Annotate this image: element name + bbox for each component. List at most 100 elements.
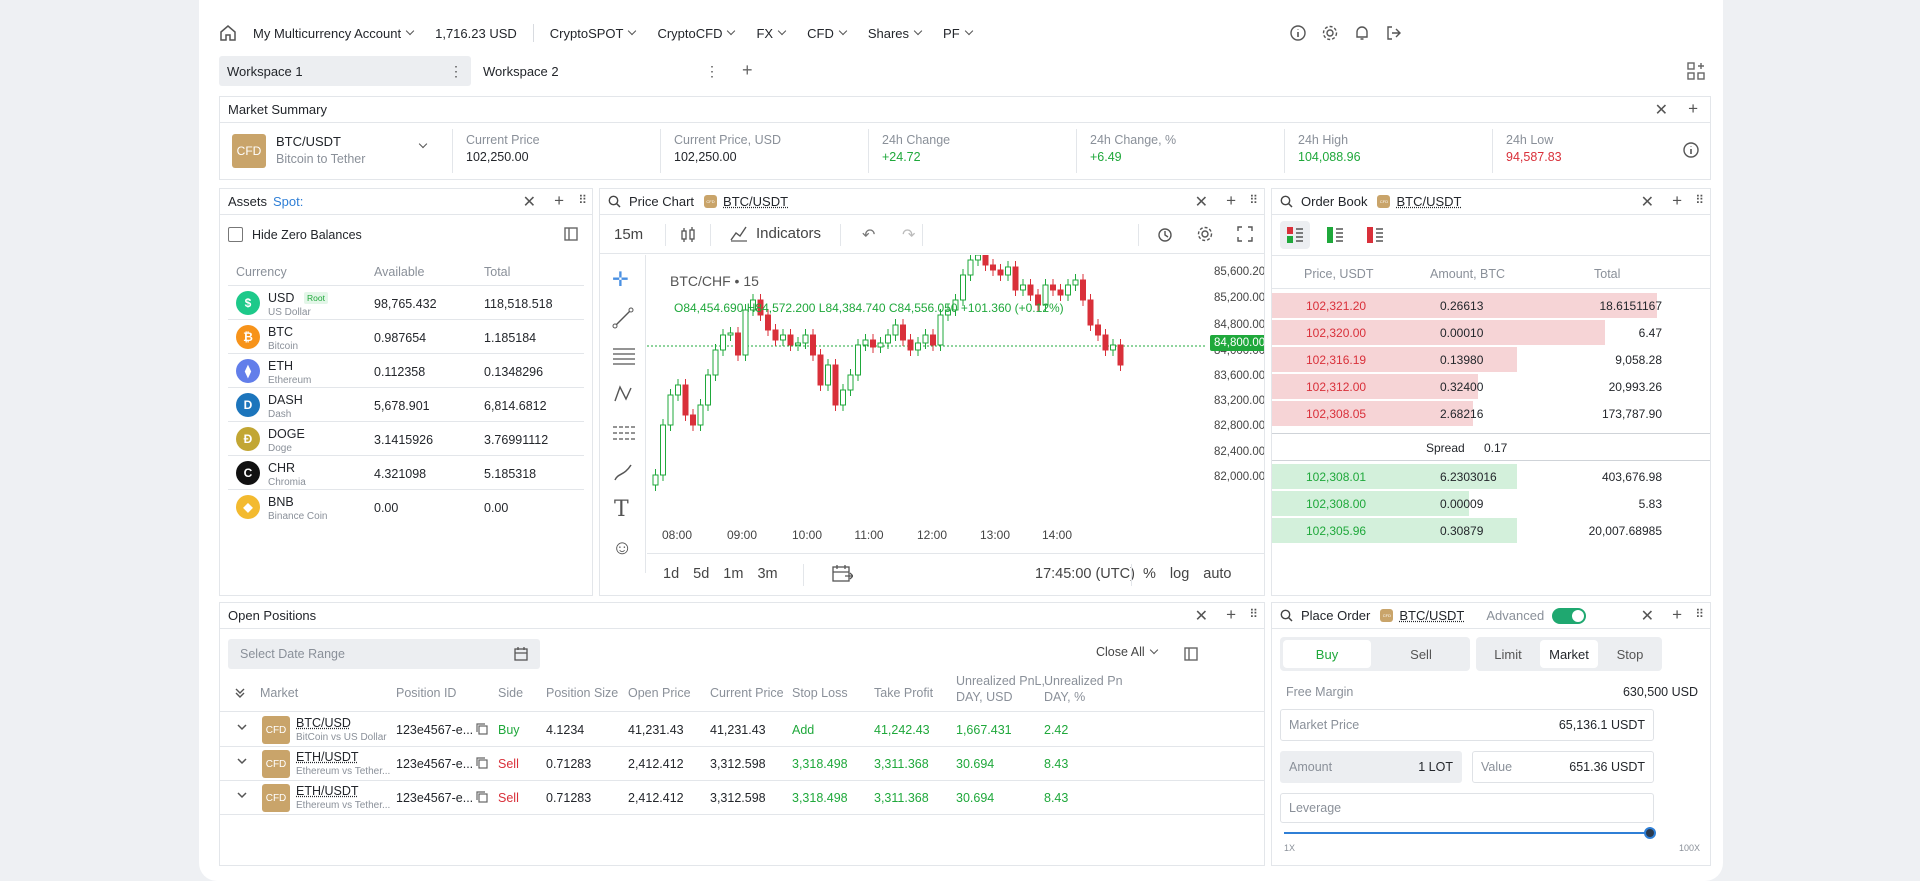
bid-row[interactable]: 102,308.01 6.2303016 403,676.98 — [1272, 463, 1710, 490]
ask-row[interactable]: 102,308.05 2.68216 173,787.90 — [1272, 400, 1710, 427]
gear-icon[interactable] — [1196, 225, 1214, 243]
market-price-field[interactable]: Market Price 65,136.1 USDT — [1280, 709, 1654, 741]
position-row[interactable]: CFD BTC/USD BitCoin vs US Dollar 123e4567-e… — [220, 713, 1264, 747]
indicators-button[interactable]: Indicators — [730, 224, 821, 242]
pair-selector[interactable]: CFD BTC/USDT Bitcoin to Tether — [232, 133, 432, 169]
drag-handle-icon[interactable]: ⠿ — [1695, 193, 1704, 207]
date-range-icon[interactable] — [831, 564, 853, 584]
close-icon[interactable]: ✕ — [1194, 608, 1208, 625]
both-sides-view-icon[interactable] — [1280, 221, 1310, 249]
drag-handle-icon[interactable]: ⠿ — [1249, 193, 1258, 207]
nav-menu-cryptospot[interactable]: CryptoSPOT — [550, 26, 637, 41]
close-icon[interactable]: ✕ — [1194, 194, 1208, 211]
position-sl[interactable]: 3,318.498 — [792, 791, 848, 805]
crosshair-icon[interactable]: ✛ — [612, 269, 629, 291]
bids-view-icon[interactable] — [1320, 221, 1350, 249]
nav-menu-shares[interactable]: Shares — [868, 26, 923, 41]
stop-tab[interactable]: Stop — [1601, 640, 1659, 668]
nav-menu-cfd[interactable]: CFD — [807, 26, 848, 41]
bid-row[interactable]: 102,308.00 0.00009 5.83 — [1272, 490, 1710, 517]
copy-icon[interactable] — [476, 757, 488, 772]
interval-button[interactable]: 15m — [614, 226, 644, 243]
orderbook-pair[interactable]: BTC/USDT — [1396, 194, 1462, 209]
redo-icon[interactable]: ↷ — [902, 227, 916, 244]
close-icon[interactable]: ✕ — [1654, 102, 1668, 119]
advanced-toggle[interactable] — [1552, 607, 1587, 624]
workspace-tab-1[interactable]: Workspace 1 ⋮ — [219, 56, 471, 86]
trendline-icon[interactable] — [612, 307, 634, 329]
chart-pair[interactable]: BTC/USDT — [723, 194, 789, 209]
sell-tab[interactable]: Sell — [1376, 640, 1466, 668]
market-tab[interactable]: Market — [1540, 640, 1598, 668]
more-vertical-icon[interactable]: ⋮ — [449, 63, 463, 79]
ask-row[interactable]: 102,312.00 0.32400 20,993.26 — [1272, 373, 1710, 400]
asset-row[interactable]: ◆ BNB Binance Coin 0.00 0.00 — [228, 489, 584, 523]
undo-icon[interactable]: ↶ — [862, 227, 876, 244]
scale-option-auto[interactable]: auto — [1203, 566, 1232, 582]
leverage-field[interactable]: Leverage — [1280, 793, 1654, 823]
asset-row[interactable]: C CHR Chromia 4.321098 5.185318 — [228, 455, 584, 489]
asset-row[interactable]: $ USD US Dollar Root 98,765.432 118,518.518 — [228, 285, 584, 319]
close-all-dropdown[interactable]: Close All — [1096, 645, 1158, 659]
scale-option-percent[interactable]: % — [1143, 566, 1156, 582]
asset-row[interactable]: Ð DOGE Doge 3.1415926 3.76991112 — [228, 421, 584, 455]
drag-handle-icon[interactable]: ⠿ — [1249, 607, 1258, 621]
asks-view-icon[interactable] — [1360, 221, 1390, 249]
add-icon[interactable]: + — [554, 191, 564, 210]
position-row[interactable]: CFD ETH/USDT Ethereum vs Tether... 123e4567… — [220, 781, 1264, 815]
search-icon[interactable] — [1280, 195, 1293, 208]
home-icon[interactable] — [217, 22, 239, 44]
checkbox[interactable] — [228, 227, 243, 242]
buy-tab[interactable]: Buy — [1283, 640, 1371, 668]
candlestick-chart[interactable]: 08:00 09:00 10:00 11:00 12:00 13:00 14:00 — [647, 255, 1207, 549]
add-workspace-icon[interactable]: + — [742, 60, 753, 80]
add-icon[interactable]: + — [1672, 191, 1682, 210]
search-icon[interactable] — [1280, 609, 1293, 622]
columns-icon[interactable] — [564, 227, 578, 241]
ask-row[interactable]: 102,316.19 0.13980 9,058.28 — [1272, 346, 1710, 373]
nav-menu-cryptocfd[interactable]: CryptoCFD — [657, 26, 736, 41]
order-pair[interactable]: BTC/USDT — [1399, 608, 1465, 623]
projection-icon[interactable] — [612, 421, 636, 443]
copy-icon[interactable] — [476, 791, 488, 806]
close-icon[interactable]: ✕ — [522, 194, 536, 211]
add-icon[interactable]: + — [1672, 605, 1682, 624]
range-button-3m[interactable]: 3m — [757, 566, 778, 582]
candles-icon[interactable] — [680, 226, 696, 244]
collapse-all-icon[interactable] — [234, 687, 246, 699]
position-sl[interactable]: Add — [792, 723, 815, 737]
add-icon[interactable]: + — [1226, 605, 1236, 624]
info-icon[interactable] — [1682, 141, 1700, 159]
spot-filter[interactable]: Spot: — [273, 194, 304, 209]
range-button-5d[interactable]: 5d — [693, 566, 710, 582]
nav-menu-fx[interactable]: FX — [756, 26, 787, 41]
alert-clock-icon[interactable] — [1156, 225, 1174, 243]
ask-row[interactable]: 102,321.20 0.26613 18.6151167 — [1272, 292, 1710, 319]
emoji-icon[interactable]: ☺ — [612, 537, 633, 559]
bid-row[interactable]: 102,305.96 0.30879 20,007.68985 — [1272, 517, 1710, 544]
position-row[interactable]: CFD ETH/USDT Ethereum vs Tether... 123e4567… — [220, 747, 1264, 781]
nav-menu-pf[interactable]: PF — [943, 26, 973, 41]
fullscreen-icon[interactable] — [1236, 225, 1254, 243]
leverage-slider[interactable] — [1284, 827, 1656, 839]
amount-field[interactable]: Amount 1 LOT — [1280, 751, 1462, 783]
close-icon[interactable]: ✕ — [1640, 194, 1654, 211]
value-field[interactable]: Value 651.36 USDT — [1472, 751, 1654, 783]
workspace-tab-2[interactable]: Workspace 2 ⋮ — [475, 56, 727, 86]
ask-row[interactable]: 102,320.00 0.00010 6.47 — [1272, 319, 1710, 346]
utc-clock[interactable]: 17:45:00 (UTC) — [1035, 566, 1135, 582]
more-vertical-icon[interactable]: ⋮ — [705, 63, 719, 79]
add-icon[interactable]: + — [1688, 99, 1698, 118]
add-icon[interactable]: + — [1226, 191, 1236, 210]
asset-row[interactable]: ₿ BTC Bitcoin 0.987654 1.185184 — [228, 319, 584, 353]
range-button-1m[interactable]: 1m — [723, 566, 744, 582]
date-range-picker[interactable]: Select Date Range — [228, 639, 540, 669]
expand-chevron-icon[interactable] — [236, 789, 248, 804]
bell-icon[interactable] — [1353, 24, 1371, 42]
text-tool-icon[interactable]: T — [614, 497, 629, 522]
info-icon[interactable] — [1289, 24, 1307, 42]
logout-icon[interactable] — [1385, 24, 1403, 42]
pattern-icon[interactable] — [612, 383, 634, 405]
drag-handle-icon[interactable]: ⠿ — [578, 193, 587, 207]
scale-option-log[interactable]: log — [1169, 566, 1190, 582]
